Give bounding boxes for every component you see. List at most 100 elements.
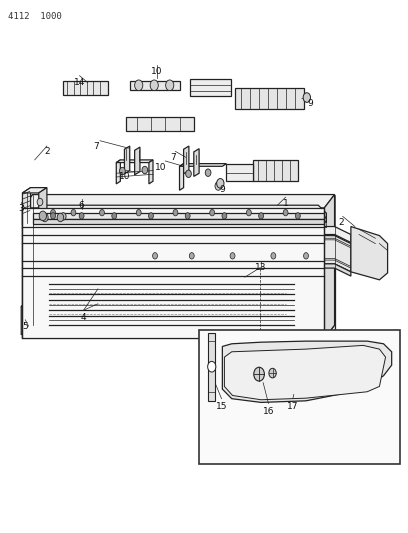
Polygon shape [116, 160, 153, 163]
Polygon shape [33, 211, 326, 223]
Circle shape [222, 213, 227, 219]
Polygon shape [194, 149, 199, 176]
Text: 13: 13 [255, 263, 266, 272]
Text: 15: 15 [216, 402, 227, 410]
Circle shape [136, 209, 141, 216]
Polygon shape [33, 301, 42, 335]
Polygon shape [49, 293, 294, 304]
Circle shape [215, 182, 222, 190]
Circle shape [208, 361, 216, 372]
Polygon shape [49, 297, 294, 310]
Circle shape [135, 80, 143, 91]
Text: 2: 2 [338, 219, 344, 227]
Polygon shape [190, 79, 231, 96]
Polygon shape [22, 188, 47, 193]
Polygon shape [351, 227, 388, 280]
Circle shape [304, 253, 308, 259]
Polygon shape [22, 195, 33, 338]
Polygon shape [41, 259, 351, 268]
Text: 4112  1000: 4112 1000 [8, 12, 62, 21]
Polygon shape [122, 309, 302, 320]
Text: 9: 9 [307, 100, 313, 108]
Circle shape [71, 209, 76, 216]
Circle shape [210, 209, 215, 216]
Circle shape [217, 179, 224, 188]
Circle shape [51, 213, 55, 219]
Text: 4: 4 [81, 313, 86, 321]
Text: 6: 6 [79, 201, 84, 210]
Text: 10: 10 [119, 173, 130, 181]
Polygon shape [33, 213, 324, 219]
Polygon shape [135, 147, 140, 175]
Text: 3: 3 [18, 205, 24, 213]
Circle shape [39, 211, 47, 221]
Text: 14: 14 [74, 78, 85, 87]
Circle shape [42, 213, 48, 222]
Text: 2: 2 [44, 148, 50, 156]
Circle shape [230, 253, 235, 259]
Polygon shape [124, 146, 130, 174]
Polygon shape [180, 164, 184, 190]
Circle shape [186, 170, 191, 177]
Text: 17: 17 [287, 402, 299, 410]
Polygon shape [22, 195, 335, 208]
Text: 10: 10 [155, 164, 167, 172]
Circle shape [57, 213, 64, 222]
Circle shape [112, 213, 117, 219]
Polygon shape [33, 227, 351, 244]
Polygon shape [22, 188, 31, 225]
Circle shape [269, 368, 276, 378]
Polygon shape [33, 219, 324, 224]
Text: 7: 7 [93, 142, 99, 151]
Circle shape [283, 209, 288, 216]
Circle shape [100, 209, 104, 216]
Polygon shape [253, 160, 298, 181]
Bar [199, 330, 400, 464]
Circle shape [189, 253, 194, 259]
Circle shape [51, 209, 55, 216]
Text: 5: 5 [22, 322, 28, 331]
Circle shape [173, 209, 178, 216]
Polygon shape [22, 208, 324, 338]
Circle shape [259, 213, 264, 219]
Circle shape [60, 213, 66, 220]
Circle shape [79, 213, 84, 219]
Polygon shape [49, 277, 294, 289]
Circle shape [303, 93, 310, 102]
Polygon shape [33, 236, 335, 325]
Polygon shape [130, 81, 180, 90]
Polygon shape [222, 341, 392, 402]
Polygon shape [41, 238, 351, 248]
Polygon shape [21, 301, 29, 335]
Polygon shape [208, 333, 215, 401]
Polygon shape [22, 325, 335, 338]
Circle shape [150, 80, 158, 91]
Polygon shape [33, 325, 335, 332]
Polygon shape [21, 301, 42, 306]
Circle shape [295, 213, 300, 219]
Polygon shape [224, 345, 386, 400]
Text: 1: 1 [283, 199, 288, 208]
Circle shape [142, 166, 148, 174]
Polygon shape [235, 88, 304, 109]
Text: 10: 10 [151, 68, 163, 76]
Circle shape [149, 213, 153, 219]
Polygon shape [63, 81, 108, 95]
Circle shape [246, 209, 251, 216]
Circle shape [205, 169, 211, 176]
Polygon shape [149, 160, 153, 184]
Circle shape [271, 253, 276, 259]
Polygon shape [33, 264, 351, 276]
Circle shape [254, 367, 264, 381]
Text: 9: 9 [220, 185, 225, 193]
Polygon shape [39, 188, 47, 225]
Polygon shape [122, 313, 302, 325]
Circle shape [166, 80, 174, 91]
Polygon shape [180, 164, 226, 166]
Polygon shape [324, 195, 335, 338]
Circle shape [37, 198, 43, 206]
Polygon shape [226, 164, 253, 181]
Polygon shape [126, 117, 194, 131]
Polygon shape [184, 146, 189, 174]
Polygon shape [49, 282, 294, 294]
